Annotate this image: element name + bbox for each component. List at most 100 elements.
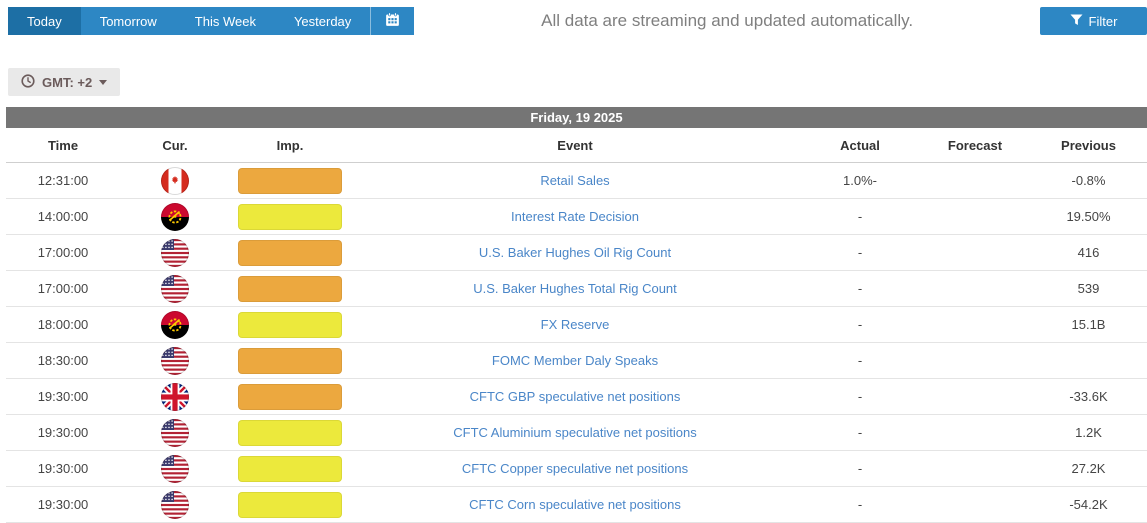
actual-value: - [857,461,863,476]
actual-value: - [857,497,863,512]
tab-this-week[interactable]: This Week [175,7,275,35]
tab-label: Today [27,13,62,29]
column-header-currency: Cur. [162,137,188,153]
table-row: 18:00:00 FX Reserve - 15.1B [6,307,1147,343]
tab-tomorrow[interactable]: Tomorrow [80,7,176,35]
gmt-label: GMT: +2 [42,74,93,90]
event-link[interactable]: U.S. Baker Hughes Total Rig Count [473,281,677,296]
event-link[interactable]: FOMC Member Daly Speaks [491,353,659,368]
event-time: 17:00:00 [37,281,89,296]
actual-value: - [857,317,863,332]
importance-bar-yellow [238,491,342,518]
actual-value: - [857,281,863,296]
column-header-time: Time [47,137,79,153]
table-row: 17:00:00 U.S. Baker Hughes Oil Rig Count… [6,235,1147,271]
actual-value: - [857,389,863,404]
table-row: 19:30:00 CFTC GBP speculative net positi… [6,379,1147,415]
streaming-note: All data are streaming and updated autom… [541,11,914,30]
event-time: 18:30:00 [37,353,89,368]
event-time: 19:30:00 [37,461,89,476]
previous-value: 27.2K [1071,461,1106,476]
importance-bar-orange [238,275,342,302]
tab-calendar-picker[interactable] [370,7,415,35]
event-link[interactable]: Retail Sales [540,173,610,188]
angola-flag-icon [120,202,230,231]
filter-button[interactable]: Filter [1040,7,1147,35]
previous-value: -54.2K [1069,497,1108,512]
importance-bar-orange [238,347,342,374]
event-rows: 12:31:00 Retail Sales 1.0%- -0.8% 14:00:… [6,163,1147,523]
event-link[interactable]: U.S. Baker Hughes Oil Rig Count [478,245,672,260]
angola-flag-icon [120,310,230,339]
tab-yesterday[interactable]: Yesterday [274,7,371,35]
actual-value: 1.0%- [843,173,877,188]
importance-bar-yellow [238,203,342,230]
canada-flag-icon [120,166,230,195]
tab-today[interactable]: Today [8,7,81,35]
column-header-forecast: Forecast [947,137,1003,153]
event-time: 19:30:00 [37,425,89,440]
importance-bar-orange [238,239,342,266]
usa-flag-icon [120,418,230,447]
table-row: 19:30:00 CFTC Copper speculative net pos… [6,451,1147,487]
filter-icon [1070,14,1083,29]
tab-label: This Week [194,13,256,29]
calendar-icon [384,11,401,31]
usa-flag-icon [120,346,230,375]
importance-bar-orange [238,383,342,410]
filter-button-label: Filter [1088,13,1118,29]
event-link[interactable]: FX Reserve [540,317,610,332]
chevron-down-icon [99,80,108,85]
actual-value: - [857,425,863,440]
event-time: 18:00:00 [37,317,89,332]
column-header-event: Event [557,137,593,153]
event-time: 19:30:00 [37,389,89,404]
column-header-previous: Previous [1061,137,1116,153]
usa-flag-icon [120,490,230,519]
previous-value: -33.6K [1069,389,1108,404]
tab-label: Tomorrow [99,13,157,29]
previous-value: 1.2K [1075,425,1102,440]
usa-flag-icon [120,274,230,303]
tab-label: Yesterday [293,13,352,29]
gmt-row: GMT: +2 [8,68,1147,96]
actual-value: - [857,245,863,260]
event-time: 14:00:00 [37,209,89,224]
table-row: 18:30:00 FOMC Member Daly Speaks - [6,343,1147,379]
column-header-row: Time Cur. Imp. Event Actual Forecast Pre… [6,128,1147,163]
event-link[interactable]: CFTC Corn speculative net positions [469,497,681,512]
gmt-selector[interactable]: GMT: +2 [8,68,121,96]
clock-icon [21,73,35,91]
event-time: 17:00:00 [37,245,89,260]
previous-value: 539 [1077,281,1100,296]
event-link[interactable]: CFTC Aluminium speculative net positions [453,425,697,440]
event-link[interactable]: CFTC GBP speculative net positions [469,389,681,404]
event-link[interactable]: Interest Rate Decision [511,209,639,224]
uk-flag-icon [120,382,230,411]
column-header-importance: Imp. [276,137,304,153]
previous-value: 416 [1077,245,1100,260]
previous-value: -0.8% [1071,173,1106,188]
table-row: 14:00:00 Interest Rate Decision - 19.50% [6,199,1147,235]
table-row: 17:00:00 U.S. Baker Hughes Total Rig Cou… [6,271,1147,307]
economic-calendar-table: Friday, 19 2025 Time Cur. Imp. Event Act… [6,107,1147,523]
previous-value: 19.50% [1066,209,1111,224]
importance-bar-yellow [238,419,342,446]
event-time: 19:30:00 [37,497,89,512]
table-row: 19:30:00 CFTC Corn speculative net posit… [6,487,1147,523]
previous-value: 15.1B [1071,317,1106,332]
importance-bar-orange [238,167,342,194]
table-row: 19:30:00 CFTC Aluminium speculative net … [6,415,1147,451]
date-header: Friday, 19 2025 [6,107,1147,128]
period-tabs: Today Tomorrow This Week Yesterday [8,7,415,35]
event-link[interactable]: CFTC Copper speculative net positions [461,461,689,476]
top-bar: Today Tomorrow This Week Yesterday All data… [0,0,1147,35]
importance-bar-yellow [238,455,342,482]
event-time: 12:31:00 [37,173,89,188]
importance-bar-yellow [238,311,342,338]
table-row: 12:31:00 Retail Sales 1.0%- -0.8% [6,163,1147,199]
usa-flag-icon [120,238,230,267]
usa-flag-icon [120,454,230,483]
actual-value: - [857,209,863,224]
actual-value: - [857,353,863,368]
